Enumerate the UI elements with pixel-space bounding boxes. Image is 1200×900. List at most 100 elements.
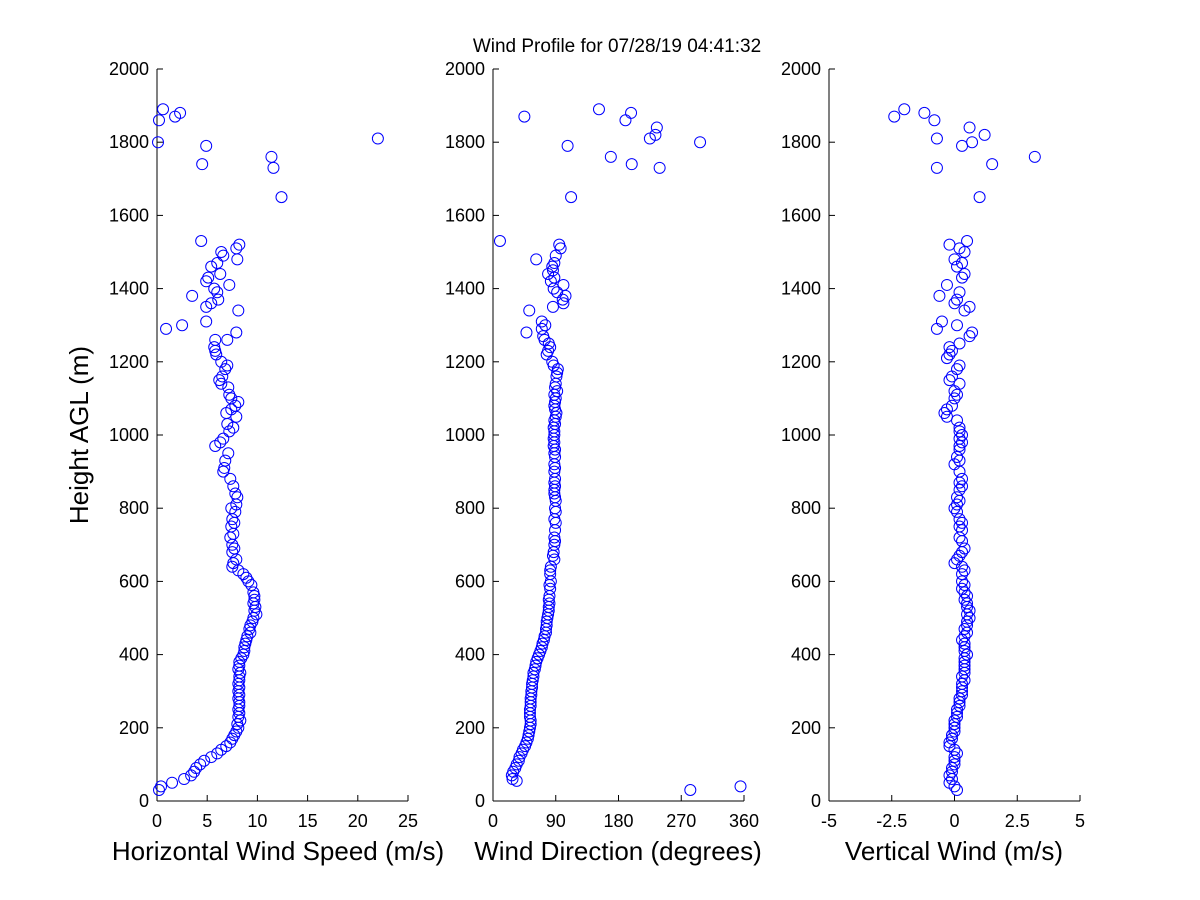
vertical-y-tick-label: 1600 [781, 205, 821, 225]
speed-ylabel: Height AGL (m) [64, 346, 94, 524]
vertical-data-point [951, 703, 964, 716]
direction-data-point [522, 729, 535, 742]
vertical-data-point [948, 253, 961, 266]
vertical-data-point [951, 491, 964, 504]
direction-y-tick-label: 1400 [445, 279, 485, 299]
vertical-xlabel: Vertical Wind (m/s) [845, 836, 1063, 866]
vertical-data-point [948, 385, 961, 398]
speed-data-point [267, 161, 280, 174]
speed-data-point [238, 641, 251, 654]
vertical-x-tick-label: -2.5 [876, 811, 907, 831]
direction-data-point [619, 114, 632, 127]
speed-data-point [223, 278, 236, 291]
vertical-data-point [956, 688, 969, 701]
direction-data-point [530, 655, 543, 668]
speed-y-tick-label: 800 [119, 498, 149, 518]
speed-x-tick-label: 5 [202, 811, 212, 831]
speed-data-point [208, 282, 221, 295]
speed-data-point [214, 267, 227, 280]
vertical-data-point [963, 330, 976, 343]
vertical-data-point [958, 674, 971, 687]
vertical-data-point [1028, 150, 1041, 163]
vertical-data-point [948, 725, 961, 738]
speed-data-point [160, 322, 173, 335]
vertical-x-tick-label: 2.5 [1005, 811, 1030, 831]
direction-data-point [548, 458, 561, 471]
speed-data-point [211, 747, 224, 760]
speed-xlabel: Horizontal Wind Speed (m/s) [112, 836, 444, 866]
direction-data-point [694, 136, 707, 149]
vertical-data-point [953, 359, 966, 372]
vertical-data-point [978, 128, 991, 141]
direction-data-point [546, 300, 559, 313]
vertical-data-point [973, 191, 986, 204]
speed-data-point [157, 103, 170, 116]
vertical-data-point [958, 246, 971, 258]
direction-data-point [684, 784, 697, 797]
vertical-data-point [951, 710, 964, 723]
speed-data-point [217, 249, 230, 262]
speed-data-point [230, 410, 243, 423]
vertical-data-point [918, 106, 931, 119]
speed-data-point [217, 432, 230, 445]
direction-data-point [548, 553, 561, 566]
speed-data-point [215, 377, 228, 390]
vertical-data-point [951, 319, 964, 332]
vertical-data-point [948, 780, 961, 793]
vertical-data-point [938, 407, 951, 420]
vertical-data-point [948, 718, 961, 731]
speed-data-point [245, 579, 258, 592]
vertical-data-point [951, 784, 964, 797]
speed-data-point [232, 304, 245, 317]
speed-data-point [230, 326, 243, 339]
vertical-x-tick-label: -5 [821, 811, 837, 831]
speed-data-point [152, 136, 165, 149]
direction-data-point [542, 267, 555, 280]
vertical-data-point [898, 103, 911, 116]
vertical-data-point [961, 619, 974, 632]
subplot-horizontal-wind-speed: 0 200 400 600 800 1000 1200 1400 1600 1800 2000 0 5 1… [64, 59, 444, 866]
direction-data-point [535, 322, 548, 335]
vertical-data-point [963, 121, 976, 134]
subplot-vertical-wind: 0 200 400 600 800 1000 1200 1400 1600 1800 2000 -5 -… [781, 59, 1085, 866]
vertical-data-point [943, 348, 956, 361]
speed-data-point [219, 363, 232, 376]
speed-data-point [205, 751, 218, 764]
vertical-data-point [930, 161, 943, 174]
vertical-data-point [958, 304, 971, 317]
direction-y-tick-label: 1600 [445, 205, 485, 225]
vertical-data-point [948, 557, 961, 570]
vertical-data-point [953, 286, 966, 299]
speed-y-tick-label: 400 [119, 645, 149, 665]
speed-y-tick-label: 200 [119, 718, 149, 738]
speed-data-point [205, 260, 218, 273]
speed-data-point [234, 714, 247, 727]
vertical-data-point [928, 114, 941, 127]
direction-data-point [548, 531, 561, 544]
vertical-data-point [958, 666, 971, 679]
speed-x-tick-label: 15 [298, 811, 318, 831]
direction-x-tick-label: 90 [546, 811, 566, 831]
direction-data-point [551, 363, 564, 376]
vertical-data-point [956, 472, 969, 485]
direction-xlabel: Wind Direction (degrees) [474, 836, 762, 866]
speed-data-point [231, 253, 244, 266]
vertical-data-point [956, 429, 969, 441]
direction-x-tick-label: 270 [666, 811, 696, 831]
direction-y-tick-label: 2000 [445, 59, 485, 79]
vertical-y-tick-label: 2000 [781, 59, 821, 79]
vertical-data-point [933, 289, 946, 302]
vertical-data-point [961, 648, 974, 661]
direction-y-tick-label: 400 [455, 645, 485, 665]
direction-data-point [523, 304, 536, 317]
vertical-y-tick-label: 400 [791, 645, 821, 665]
vertical-data-point [945, 370, 958, 383]
vertical-data-point [956, 436, 969, 449]
speed-data-point [221, 418, 234, 431]
speed-data-point [222, 381, 235, 394]
speed-data-point [275, 191, 288, 204]
speed-data-point [233, 238, 246, 251]
vertical-y-tick-label: 800 [791, 498, 821, 518]
vertical-data-point [961, 601, 974, 614]
